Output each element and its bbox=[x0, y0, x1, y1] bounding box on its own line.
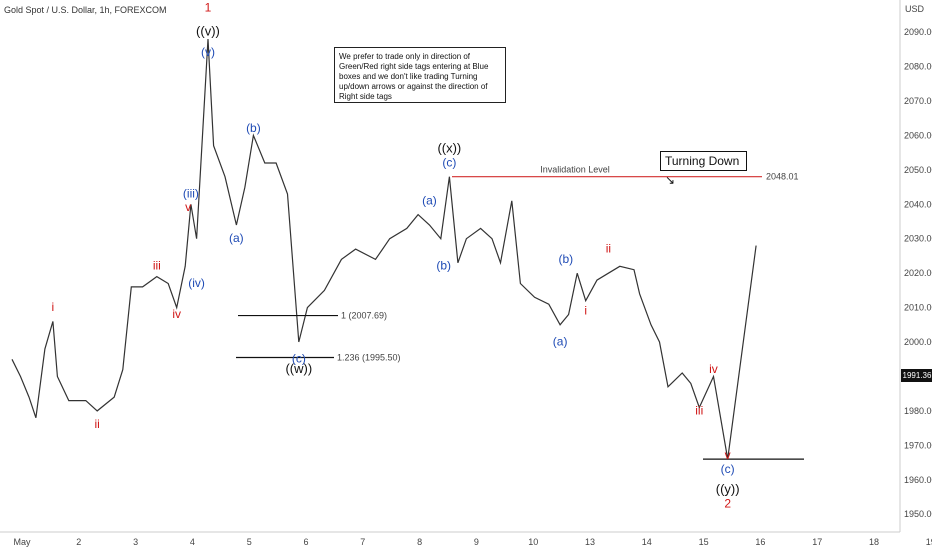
wave-label-black: ((y)) bbox=[716, 482, 740, 497]
wave-label-red: iv bbox=[709, 362, 718, 376]
wave-label-blue: (iv) bbox=[188, 276, 205, 290]
y-tick-label: 2050.00 bbox=[904, 165, 932, 175]
invalidation-value: 2048.01 bbox=[766, 172, 799, 182]
wave-label-blue: (b) bbox=[246, 121, 261, 135]
y-axis-currency: USD bbox=[905, 4, 925, 14]
wave-label-red: v bbox=[725, 448, 731, 462]
wave-label-blue: (b) bbox=[436, 259, 451, 273]
y-tick-label: 2070.00 bbox=[904, 96, 932, 106]
x-tick-label: 2 bbox=[76, 537, 81, 547]
wave-label-red: v bbox=[185, 200, 191, 214]
wave-label-blue: (c) bbox=[292, 352, 306, 366]
fib-level-label: 1.236 (1995.50) bbox=[337, 353, 401, 363]
x-tick-label: 9 bbox=[474, 537, 479, 547]
y-tick-label: 1970.00 bbox=[904, 440, 932, 450]
x-tick-label: 4 bbox=[190, 537, 195, 547]
x-tick-label: 10 bbox=[528, 537, 538, 547]
wave-label-blue: (v) bbox=[201, 45, 215, 59]
invalidation-label: Invalidation Level bbox=[540, 165, 610, 175]
wave-label-black: ((v)) bbox=[196, 24, 220, 39]
x-tick-label: 15 bbox=[699, 537, 709, 547]
wave-label-red: 1 bbox=[205, 0, 212, 14]
x-tick-label: 5 bbox=[247, 537, 252, 547]
wave-label-red: i bbox=[584, 303, 587, 317]
wave-label-red: i bbox=[52, 300, 55, 314]
price-series-line bbox=[11, 38, 757, 460]
wave-label-black: ((x)) bbox=[437, 141, 461, 156]
wave-label-blue: (c) bbox=[442, 155, 456, 169]
y-tick-label: 1980.00 bbox=[904, 406, 932, 416]
x-tick-label: 3 bbox=[133, 537, 138, 547]
wave-label-blue: (b) bbox=[558, 252, 573, 266]
y-tick-label: 2080.00 bbox=[904, 62, 932, 72]
y-tick-label: 2000.00 bbox=[904, 337, 932, 347]
wave-label-red: 2 bbox=[724, 496, 731, 510]
y-tick-label: 2030.00 bbox=[904, 234, 932, 244]
wave-label-red: iii bbox=[695, 403, 703, 417]
x-tick-label: 6 bbox=[303, 537, 308, 547]
x-tick-label: 19 bbox=[926, 537, 932, 547]
y-tick-label: 2010.00 bbox=[904, 303, 932, 313]
wave-label-blue: (a) bbox=[229, 231, 244, 245]
x-tick-label: 13 bbox=[585, 537, 595, 547]
wave-label-blue: (iii) bbox=[183, 186, 199, 200]
x-tick-label: 18 bbox=[869, 537, 879, 547]
wave-label-red: ii bbox=[606, 242, 611, 256]
x-tick-label: May bbox=[13, 537, 31, 547]
x-tick-label: 17 bbox=[812, 537, 822, 547]
trading-note: We prefer to trade only in direction of … bbox=[334, 47, 506, 103]
turning-down-box: Turning Down ↘ bbox=[660, 151, 747, 187]
x-tick-label: 8 bbox=[417, 537, 422, 547]
y-tick-label: 1960.00 bbox=[904, 475, 932, 485]
wave-label-blue: (a) bbox=[553, 334, 568, 348]
wave-label-blue: (a) bbox=[422, 193, 437, 207]
chart-header: Gold Spot / U.S. Dollar, 1h, FOREXCOM bbox=[4, 5, 167, 15]
fib-level-label: 1 (2007.69) bbox=[341, 311, 387, 321]
wave-label-red: iv bbox=[172, 307, 181, 321]
y-tick-label: 2090.00 bbox=[904, 27, 932, 37]
x-tick-label: 7 bbox=[360, 537, 365, 547]
turning-arrow-icon: ↘ bbox=[665, 173, 676, 187]
wave-label-black: ((w)) bbox=[285, 361, 312, 376]
y-tick-label: 2040.00 bbox=[904, 199, 932, 209]
wave-label-red: ii bbox=[95, 417, 100, 431]
x-tick-label: 16 bbox=[755, 537, 765, 547]
y-tick-label: 1950.00 bbox=[904, 509, 932, 519]
wave-label-red: iii bbox=[153, 259, 161, 273]
y-tick-label: 2020.00 bbox=[904, 268, 932, 278]
x-tick-label: 14 bbox=[642, 537, 652, 547]
turning-label: Turning Down bbox=[665, 154, 740, 168]
y-tick-label: 2060.00 bbox=[904, 130, 932, 140]
wave-label-blue: (c) bbox=[721, 462, 735, 476]
last-price-tag: 1991.36 bbox=[901, 369, 932, 382]
